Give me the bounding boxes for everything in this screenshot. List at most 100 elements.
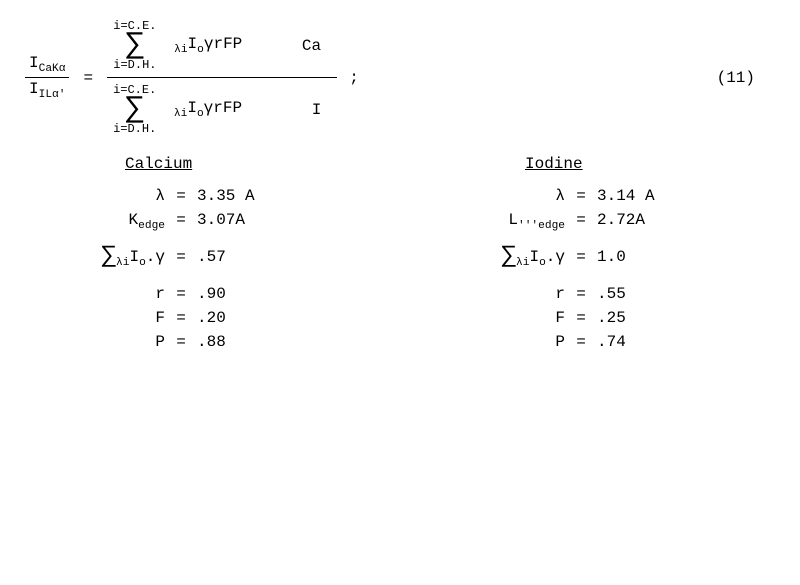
calcium-lambda-label: λ bbox=[65, 187, 171, 205]
rhs-denominator: i=C.E. ∑ i=D.H. λiIoγrFP I bbox=[107, 78, 337, 135]
calcium-r-val: .90 bbox=[191, 285, 226, 303]
iodine-lambda-val: 3.14 A bbox=[591, 187, 655, 205]
term-sub-o: o bbox=[197, 44, 204, 56]
calcium-header: Calcium bbox=[125, 155, 345, 173]
ledge-sub: edge bbox=[538, 220, 565, 232]
calcium-F-val: .20 bbox=[191, 309, 226, 327]
equation-number: (11) bbox=[717, 69, 775, 87]
rhs-numerator: i=C.E. ∑ i=D.H. λiIoγrFP Ca bbox=[107, 20, 337, 78]
lhs-fraction: ICaKα IILα' bbox=[25, 54, 69, 101]
iodine-F-label: F bbox=[465, 309, 571, 327]
sigma-lower-bot: i=D.H. bbox=[113, 123, 156, 135]
iodine-column: Iodine λ = 3.14 A L'''edge = 2.72A ∑λiIo… bbox=[465, 155, 745, 357]
iodine-F-row: F = .25 bbox=[465, 309, 745, 327]
lhs-denominator: IILα' bbox=[25, 78, 69, 101]
eq-sign: = bbox=[171, 187, 191, 205]
equals-sign: = bbox=[83, 69, 93, 87]
iodine-r-val: .55 bbox=[591, 285, 626, 303]
element-bot: I bbox=[312, 101, 322, 119]
lhs-num-sub: CaKα bbox=[39, 63, 66, 75]
eq-sign: = bbox=[571, 187, 591, 205]
eq-sign: = bbox=[171, 211, 191, 232]
element-top: Ca bbox=[302, 37, 321, 55]
iodine-edge-val: 2.72A bbox=[591, 211, 645, 232]
calcium-edge-label: Kedge bbox=[65, 211, 171, 232]
parameter-columns: Calcium λ = 3.35 A Kedge = 3.07A ∑λiIo.γ… bbox=[65, 155, 775, 357]
calcium-F-row: F = .20 bbox=[65, 309, 345, 327]
eq-sign: = bbox=[571, 248, 591, 269]
calcium-edge-row: Kedge = 3.07A bbox=[65, 211, 345, 232]
lhs-den-base: I bbox=[29, 80, 39, 98]
iodine-r-row: r = .55 bbox=[465, 285, 745, 303]
iodine-P-row: P = .74 bbox=[465, 333, 745, 351]
iodine-edge-row: L'''edge = 2.72A bbox=[465, 211, 745, 232]
iodine-lambda-row: λ = 3.14 A bbox=[465, 187, 745, 205]
kedge-sub: edge bbox=[138, 220, 165, 232]
lhs-den-sub: ILα' bbox=[39, 89, 66, 101]
iodine-header: Iodine bbox=[525, 155, 745, 173]
term-I-bot: I bbox=[187, 99, 197, 117]
calcium-P-row: P = .88 bbox=[65, 333, 345, 351]
calcium-P-label: P bbox=[65, 333, 171, 351]
calcium-r-label: r bbox=[65, 285, 171, 303]
sigma-icon: ∑ bbox=[102, 243, 116, 270]
eq-sign: = bbox=[571, 309, 591, 327]
calcium-lambda-row: λ = 3.35 A bbox=[65, 187, 345, 205]
sum-term-top: λiIoγrFP bbox=[174, 35, 242, 56]
term-tail-bot: γrFP bbox=[204, 99, 242, 117]
calcium-sum-val: .57 bbox=[191, 248, 226, 269]
sum-I-i: I bbox=[529, 248, 539, 266]
iodine-lambda-label: λ bbox=[465, 187, 571, 205]
iodine-P-label: P bbox=[465, 333, 571, 351]
iodine-P-val: .74 bbox=[591, 333, 626, 351]
kedge-pref: K bbox=[129, 211, 139, 229]
sigma-symbol-bot: ∑ bbox=[113, 96, 156, 123]
term-tail: γrFP bbox=[204, 35, 242, 53]
iodine-edge-label: L'''edge bbox=[465, 211, 571, 232]
eq-sign: = bbox=[571, 333, 591, 351]
iodine-sum-row: ∑λiIo.γ = 1.0 bbox=[465, 248, 745, 269]
iodine-F-val: .25 bbox=[591, 309, 626, 327]
term-sub-lambda-bot: λi bbox=[174, 108, 187, 120]
sum-sub-i: λi bbox=[516, 257, 529, 269]
sigma-block-top: i=C.E. ∑ i=D.H. bbox=[113, 20, 156, 71]
sum-o-i: o bbox=[539, 257, 546, 269]
lhs-num-base: I bbox=[29, 54, 39, 72]
eq-sign: = bbox=[571, 285, 591, 303]
sum-tail-i: .γ bbox=[546, 248, 565, 266]
sum-I: I bbox=[129, 248, 139, 266]
eq-sign: = bbox=[171, 309, 191, 327]
sum-term-bot: λiIoγrFP bbox=[174, 99, 242, 120]
sigma-lower: i=D.H. bbox=[113, 59, 156, 71]
eq-sign: = bbox=[571, 211, 591, 232]
equation-row: ICaKα IILα' = i=C.E. ∑ i=D.H. λiIoγrFP C… bbox=[25, 20, 775, 135]
rhs-fraction: i=C.E. ∑ i=D.H. λiIoγrFP Ca i=C.E. ∑ i=D… bbox=[107, 20, 337, 135]
term-I: I bbox=[188, 35, 198, 53]
sigma-symbol: ∑ bbox=[113, 32, 156, 59]
sum-o: o bbox=[139, 257, 146, 269]
ledge-mid: ''' bbox=[518, 220, 538, 232]
sigma-block-bot: i=C.E. ∑ i=D.H. bbox=[113, 84, 156, 135]
semicolon: ; bbox=[349, 69, 359, 87]
sigma-icon: ∑ bbox=[502, 243, 516, 270]
term-sub-o-bot: o bbox=[197, 108, 204, 120]
eq-sign: = bbox=[171, 248, 191, 269]
calcium-column: Calcium λ = 3.35 A Kedge = 3.07A ∑λiIo.γ… bbox=[65, 155, 345, 357]
calcium-sum-label: ∑λiIo.γ bbox=[65, 248, 171, 269]
term-sub-lambda: λi bbox=[174, 44, 187, 56]
calcium-lambda-val: 3.35 A bbox=[191, 187, 255, 205]
calcium-P-val: .88 bbox=[191, 333, 226, 351]
calcium-sum-row: ∑λiIo.γ = .57 bbox=[65, 248, 345, 269]
iodine-sum-label: ∑λiIo.γ bbox=[465, 248, 571, 269]
eq-sign: = bbox=[171, 333, 191, 351]
sum-tail: .γ bbox=[146, 248, 165, 266]
calcium-F-label: F bbox=[65, 309, 171, 327]
ledge-pref: L bbox=[508, 211, 518, 229]
iodine-r-label: r bbox=[465, 285, 571, 303]
calcium-r-row: r = .90 bbox=[65, 285, 345, 303]
lhs-numerator: ICaKα bbox=[25, 54, 69, 78]
sum-sub: λi bbox=[116, 257, 129, 269]
iodine-sum-val: 1.0 bbox=[591, 248, 626, 269]
eq-sign: = bbox=[171, 285, 191, 303]
calcium-edge-val: 3.07A bbox=[191, 211, 245, 232]
